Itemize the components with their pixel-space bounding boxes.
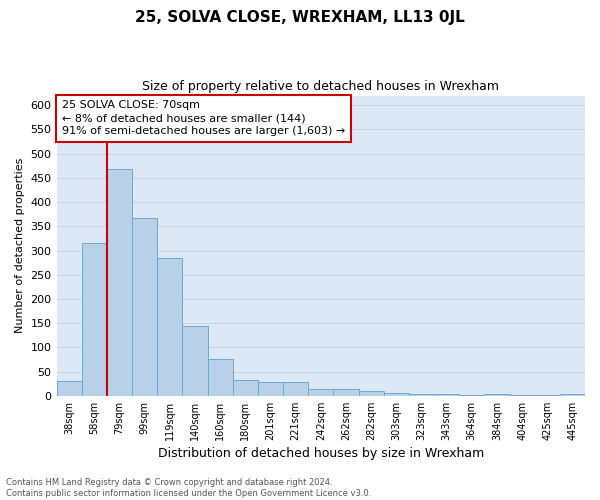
Bar [359, 392, 383, 396]
Bar [560, 394, 585, 396]
Bar [409, 394, 434, 396]
Text: 25, SOLVA CLOSE, WREXHAM, LL13 0JL: 25, SOLVA CLOSE, WREXHAM, LL13 0JL [135, 10, 465, 25]
Bar [258, 382, 283, 396]
X-axis label: Distribution of detached houses by size in Wrexham: Distribution of detached houses by size … [158, 447, 484, 460]
Bar [383, 393, 409, 396]
Bar [208, 359, 233, 396]
Title: Size of property relative to detached houses in Wrexham: Size of property relative to detached ho… [142, 80, 499, 93]
Text: 25 SOLVA CLOSE: 70sqm
← 8% of detached houses are smaller (144)
91% of semi-deta: 25 SOLVA CLOSE: 70sqm ← 8% of detached h… [62, 100, 345, 136]
Bar [233, 380, 258, 396]
Bar [334, 388, 359, 396]
Bar [283, 382, 308, 396]
Bar [132, 218, 157, 396]
Bar [107, 169, 132, 396]
Bar [308, 388, 334, 396]
Bar [82, 244, 107, 396]
Bar [434, 394, 459, 396]
Bar [484, 394, 509, 396]
Bar [56, 381, 82, 396]
Bar [182, 326, 208, 396]
Bar [157, 258, 182, 396]
Text: Contains HM Land Registry data © Crown copyright and database right 2024.
Contai: Contains HM Land Registry data © Crown c… [6, 478, 371, 498]
Y-axis label: Number of detached properties: Number of detached properties [15, 158, 25, 334]
